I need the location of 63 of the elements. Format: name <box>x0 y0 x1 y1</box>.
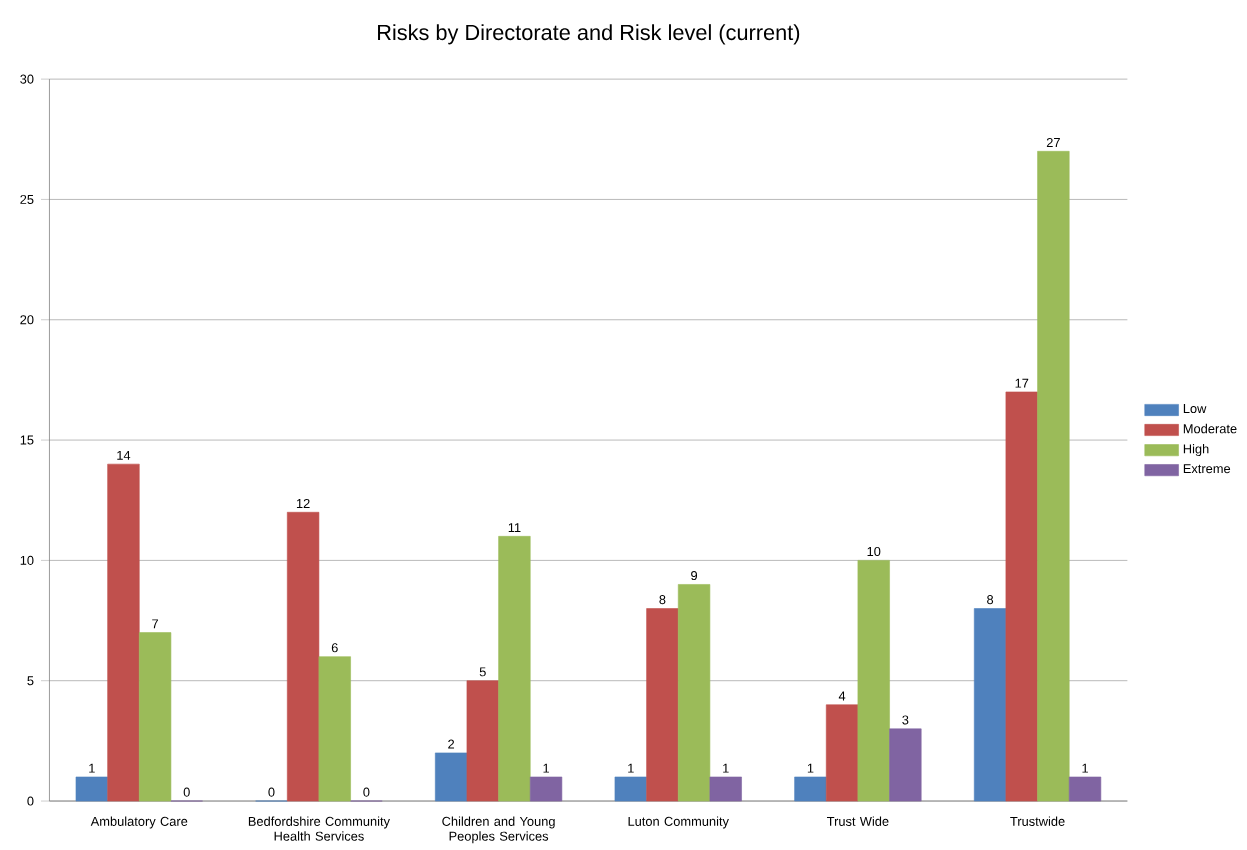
bar <box>794 776 827 802</box>
bar <box>1005 391 1038 802</box>
bar <box>138 632 172 802</box>
data-label: 27 <box>1046 138 1060 148</box>
legend-label: High <box>1183 444 1209 457</box>
data-label: 1 <box>723 763 729 773</box>
data-label: 1 <box>1082 763 1088 773</box>
data-label: 1 <box>807 763 814 773</box>
y-tick-label: 20 <box>20 315 34 325</box>
bar <box>677 584 711 802</box>
bar <box>709 776 742 802</box>
x-tick-label: Bedfordshire Community Health Services <box>248 816 390 841</box>
bar <box>889 728 922 802</box>
data-label: 9 <box>691 571 698 581</box>
data-label: 1 <box>89 763 95 773</box>
data-label: 0 <box>363 787 370 797</box>
x-tick-label: Trustwide <box>1010 816 1065 826</box>
data-label: 2 <box>448 739 455 749</box>
data-label: 3 <box>902 715 909 725</box>
bar <box>107 463 140 802</box>
y-tick-label: 0 <box>27 796 34 806</box>
data-label: 14 <box>117 451 131 460</box>
x-tick-label: Trust Wide <box>826 816 889 826</box>
bar <box>529 776 563 802</box>
legend-label: Moderate <box>1183 423 1237 434</box>
bar <box>614 776 647 802</box>
bar <box>646 608 679 802</box>
data-label: 7 <box>152 619 159 629</box>
bar <box>75 776 108 802</box>
y-tick-label: 10 <box>20 555 34 566</box>
bar <box>825 704 859 802</box>
data-label: 8 <box>987 595 994 605</box>
bar <box>318 656 351 802</box>
bar <box>435 752 468 802</box>
data-label: 4 <box>838 691 846 701</box>
data-label: 1 <box>543 763 549 773</box>
y-tick-label: 25 <box>20 194 34 205</box>
data-label: 0 <box>183 787 190 797</box>
data-label: 10 <box>867 547 881 557</box>
data-label: 5 <box>479 667 486 677</box>
legend-label: Low <box>1183 404 1207 414</box>
data-label: 1 <box>628 763 634 773</box>
legend-label: Extreme <box>1183 464 1231 474</box>
y-tick-label: 5 <box>27 676 34 686</box>
y-tick-label: 15 <box>20 435 34 445</box>
x-tick-label: Children and Young Peoples Services <box>442 816 555 844</box>
bar <box>498 536 531 802</box>
bar <box>973 608 1007 802</box>
bar <box>466 680 499 802</box>
bar <box>857 560 890 802</box>
data-label: 11 <box>508 523 521 533</box>
data-label: 12 <box>296 499 310 508</box>
bar <box>1068 776 1102 802</box>
x-tick-label: Luton Community <box>628 816 729 829</box>
data-label: 0 <box>268 787 275 797</box>
chart-title: Risks by Directorate and Risk level (current) <box>378 24 800 45</box>
data-label: 6 <box>331 643 338 653</box>
bar <box>1037 151 1070 802</box>
bar <box>286 512 320 802</box>
y-tick-label: 30 <box>20 74 34 84</box>
data-label: 17 <box>1015 378 1029 388</box>
data-label: 8 <box>659 595 666 605</box>
x-tick-label: Ambulatory Care <box>90 816 188 829</box>
